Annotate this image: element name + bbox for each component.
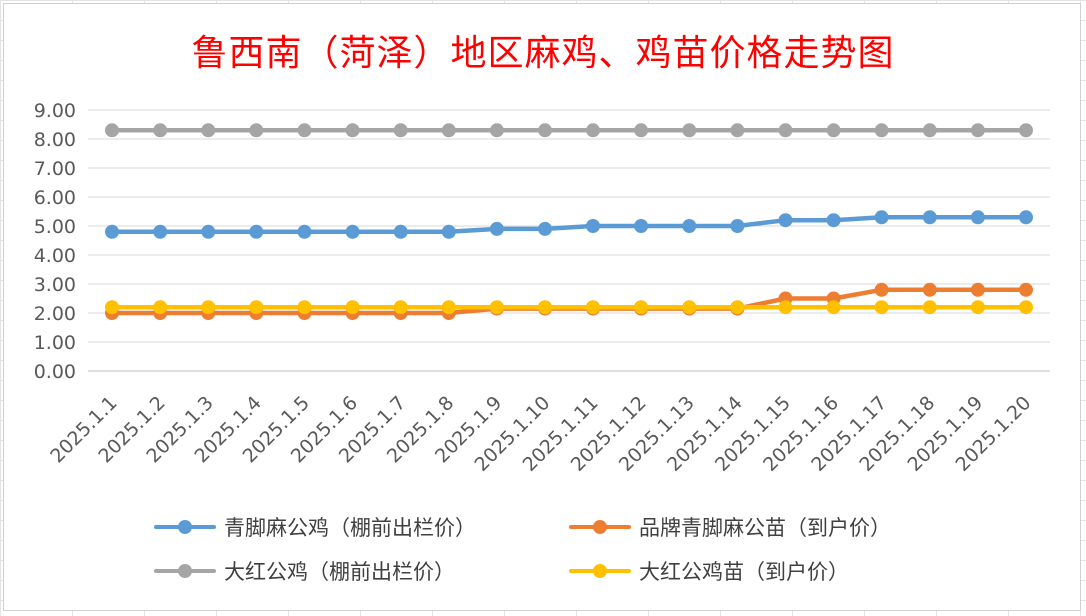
data-point bbox=[922, 210, 937, 225]
data-point bbox=[441, 123, 456, 138]
y-tick-label: 2.00 bbox=[34, 303, 76, 325]
data-point bbox=[874, 282, 889, 297]
y-tick-label: 1.00 bbox=[34, 332, 76, 354]
y-tick-label: 8.00 bbox=[34, 129, 76, 151]
data-point bbox=[586, 219, 600, 233]
data-point bbox=[297, 123, 312, 138]
data-point bbox=[682, 300, 697, 315]
data-point bbox=[489, 221, 504, 236]
data-point bbox=[105, 224, 119, 239]
legend-label-series-2: 品牌青脚麻公苗（到户价） bbox=[639, 516, 891, 540]
data-point bbox=[153, 300, 168, 315]
data-point bbox=[586, 123, 600, 138]
legend-label-series-3: 大红公鸡（棚前出栏价） bbox=[224, 560, 455, 584]
series-line-2 bbox=[109, 287, 1029, 316]
data-point bbox=[1019, 210, 1033, 225]
legend-label-series-4: 大红公鸡苗（到户价） bbox=[639, 560, 849, 584]
data-point bbox=[1019, 300, 1033, 315]
data-point bbox=[249, 123, 264, 138]
data-point bbox=[874, 123, 889, 138]
data-point bbox=[249, 300, 264, 315]
legend-item-series-1: 青脚麻公鸡（棚前出栏价） bbox=[154, 512, 569, 542]
data-point bbox=[778, 300, 793, 315]
data-point bbox=[153, 224, 168, 239]
data-point bbox=[778, 123, 793, 138]
data-point bbox=[345, 123, 360, 138]
data-point bbox=[970, 123, 985, 138]
y-tick-label: 0.00 bbox=[34, 361, 76, 383]
data-point bbox=[489, 123, 504, 138]
data-point bbox=[201, 224, 216, 239]
y-tick-label: 5.00 bbox=[34, 216, 76, 238]
data-point bbox=[393, 224, 408, 239]
series-1 bbox=[105, 210, 1033, 239]
chart-title: 鲁西南（菏泽）地区麻鸡、鸡苗价格走势图 bbox=[191, 33, 895, 74]
data-point bbox=[874, 210, 889, 225]
y-tick-label: 4.00 bbox=[34, 245, 76, 267]
data-point bbox=[874, 300, 889, 315]
data-point bbox=[105, 123, 119, 138]
data-point bbox=[970, 300, 985, 315]
data-point bbox=[778, 213, 793, 228]
data-point bbox=[441, 224, 456, 239]
data-point bbox=[105, 300, 119, 315]
data-point bbox=[922, 123, 937, 138]
data-point bbox=[970, 282, 985, 297]
y-tick-label: 6.00 bbox=[34, 187, 76, 209]
data-point bbox=[249, 224, 264, 239]
plot-area: 0.00 1.00 2.00 3.00 4.00 5.00 6.00 7.00 8.00 9.00… bbox=[34, 100, 1050, 476]
series-4 bbox=[105, 300, 1033, 315]
data-point bbox=[538, 221, 552, 236]
data-point bbox=[730, 219, 745, 233]
data-point bbox=[586, 300, 600, 315]
data-point bbox=[201, 123, 216, 138]
data-point bbox=[730, 300, 745, 315]
data-point bbox=[153, 123, 168, 138]
data-point bbox=[634, 123, 649, 138]
legend-label-series-1: 青脚麻公鸡（棚前出栏价） bbox=[224, 516, 476, 540]
data-point bbox=[393, 123, 408, 138]
legend-swatch-series-3 bbox=[154, 561, 216, 581]
data-point bbox=[730, 123, 745, 138]
data-point bbox=[1019, 123, 1033, 138]
y-tick-label: 7.00 bbox=[34, 158, 76, 180]
data-point bbox=[538, 300, 552, 315]
data-point bbox=[345, 224, 360, 239]
data-point bbox=[489, 300, 504, 315]
data-point bbox=[345, 300, 360, 315]
series-line-1 bbox=[109, 215, 1029, 235]
data-point bbox=[682, 219, 697, 233]
legend-item-series-3: 大红公鸡（棚前出栏价） bbox=[154, 556, 569, 586]
data-point bbox=[634, 219, 649, 233]
data-point bbox=[826, 300, 841, 315]
data-point bbox=[682, 123, 697, 138]
data-point bbox=[922, 300, 937, 315]
chart-area[interactable]: 鲁西南（菏泽）地区麻鸡、鸡苗价格走势图 0.00 1.00 2.00 3.00 4.00… bbox=[3, 3, 1081, 611]
series-2 bbox=[105, 282, 1033, 320]
data-point bbox=[393, 300, 408, 315]
legend: 青脚麻公鸡（棚前出栏价） 品牌青脚麻公苗（到户价） 大红公鸡（棚前出栏价） 大红… bbox=[154, 512, 1014, 586]
legend-item-series-2: 品牌青脚麻公苗（到户价） bbox=[569, 512, 984, 542]
y-tick-label: 3.00 bbox=[34, 274, 76, 296]
data-point bbox=[970, 210, 985, 225]
data-point bbox=[538, 123, 552, 138]
legend-swatch-series-1 bbox=[154, 517, 216, 537]
data-point bbox=[441, 300, 456, 315]
legend-item-series-4: 大红公鸡苗（到户价） bbox=[569, 556, 984, 586]
data-point bbox=[826, 213, 841, 228]
data-point bbox=[922, 282, 937, 297]
y-tick-label: 9.00 bbox=[34, 100, 76, 122]
legend-swatch-series-2 bbox=[569, 517, 631, 537]
legend-swatch-series-4 bbox=[569, 561, 631, 581]
data-point bbox=[201, 300, 216, 315]
data-point bbox=[1019, 282, 1033, 297]
data-point bbox=[826, 123, 841, 138]
data-point bbox=[634, 300, 649, 315]
series-3 bbox=[105, 123, 1033, 138]
data-point bbox=[297, 300, 312, 315]
data-point bbox=[297, 224, 312, 239]
